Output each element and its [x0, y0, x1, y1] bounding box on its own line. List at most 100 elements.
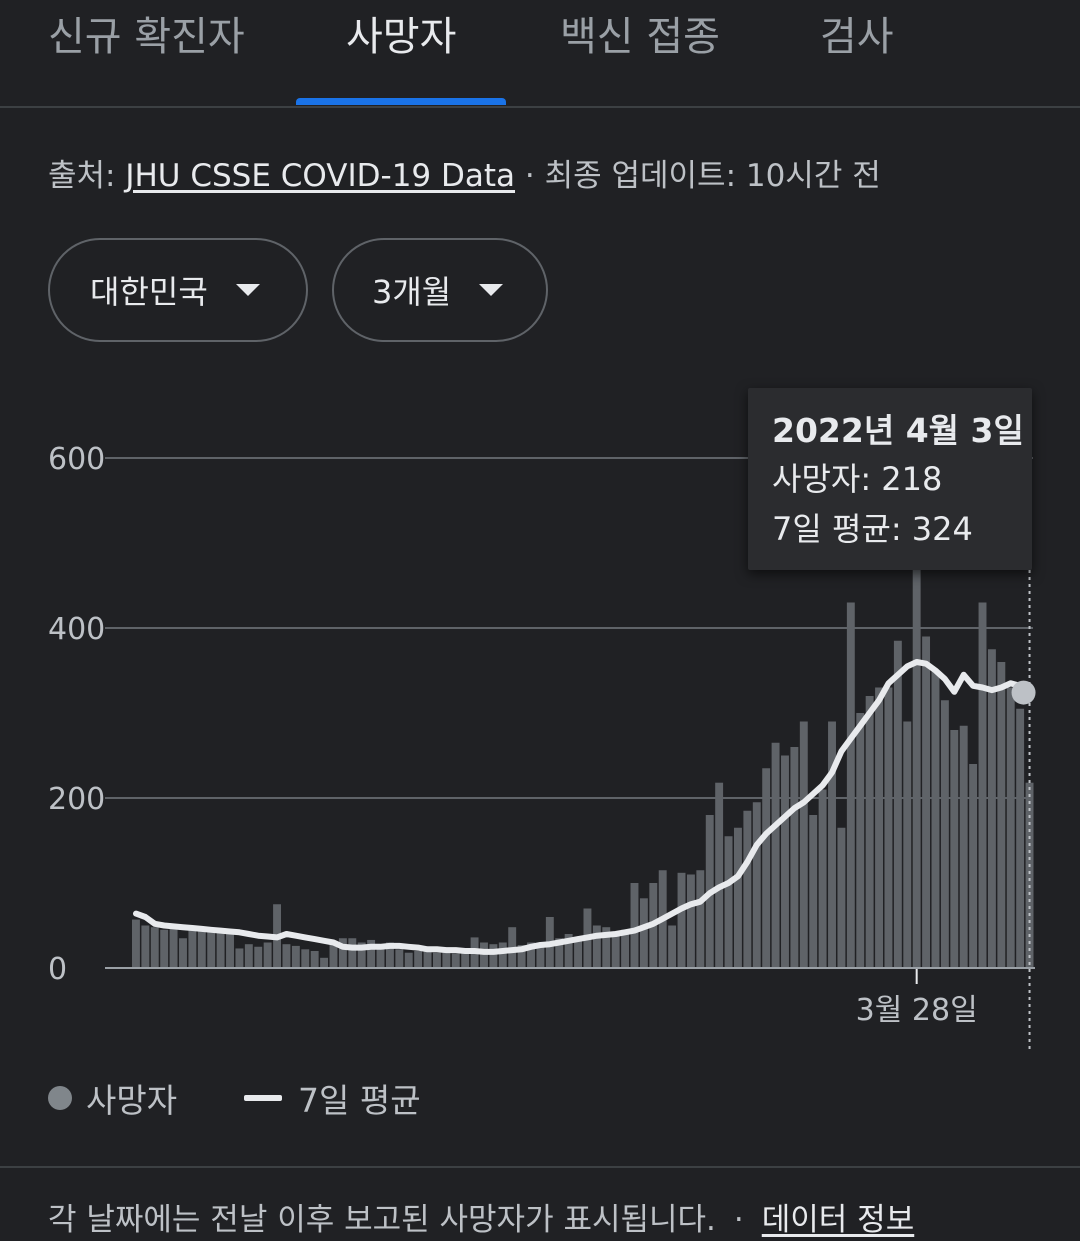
period-label: 3개월 [372, 273, 452, 311]
deaths-bar [207, 930, 216, 968]
deaths-bar [621, 929, 630, 968]
deaths-bar [950, 730, 959, 968]
deaths-bar [818, 789, 827, 968]
tooltip-date: 2022년 4월 3일 [772, 411, 1024, 450]
deaths-bar [254, 946, 263, 968]
tab-deaths[interactable]: 사망자 [346, 14, 457, 60]
deaths-bar [169, 928, 178, 968]
deaths-bar [602, 927, 611, 968]
deaths-bar [480, 942, 488, 968]
deaths-bar [310, 951, 319, 968]
deaths-bar [244, 944, 253, 968]
deaths-bar [451, 953, 460, 968]
deaths-bar [376, 944, 385, 968]
period-dropdown[interactable]: 3개월 [332, 238, 548, 342]
deaths-bar [696, 870, 705, 968]
deaths-chart[interactable]: 0 200 400 600 3월 28일 [0, 380, 1080, 1060]
deaths-bar [226, 934, 234, 968]
deaths-bar [188, 928, 197, 968]
legend-average-swatch [244, 1095, 282, 1101]
deaths-bar [715, 782, 724, 968]
deaths-bar [677, 872, 686, 968]
deaths-bar [291, 945, 300, 968]
average-line [133, 659, 1033, 955]
chart-tooltip: 2022년 4월 3일 사망자: 218 7일 평균: 324 [748, 388, 1032, 570]
deaths-bar [846, 602, 855, 968]
deaths-bar [527, 942, 535, 968]
deaths-bar [433, 952, 441, 968]
footer-note: 각 날짜에는 전날 이후 보고된 사망자가 표시됩니다. · 데이터 정보 [48, 1194, 914, 1239]
legend-deaths-label: 사망자 [86, 1081, 178, 1120]
deaths-bar [799, 721, 808, 968]
y-tick-label: 400 [48, 612, 105, 647]
deaths-bar [160, 929, 169, 968]
source-prefix: 출처: [48, 158, 116, 194]
x-tick-label: 3월 28일 [856, 993, 978, 1028]
legend-deaths-swatch [48, 1086, 72, 1110]
deaths-bar [809, 815, 818, 968]
deaths-bar [912, 568, 921, 968]
deaths-bar [856, 713, 865, 968]
deaths-bar [724, 836, 733, 968]
deaths-bar [734, 827, 742, 968]
deaths-bar [320, 957, 329, 968]
deaths-bar [611, 934, 620, 968]
deaths-bar [395, 949, 404, 968]
deaths-bar [884, 687, 893, 968]
y-tick-label: 200 [48, 782, 105, 817]
deaths-bar [668, 925, 677, 968]
deaths-bar [367, 939, 376, 968]
deaths-bar [865, 696, 874, 968]
deaths-bar [903, 721, 912, 968]
highlight-point [1011, 680, 1036, 705]
source-separator: · [524, 158, 535, 194]
deaths-bar [987, 649, 996, 968]
footer-separator: · [733, 1202, 744, 1238]
deaths-bar [828, 721, 836, 968]
deaths-bar [969, 764, 978, 968]
deaths-bar [743, 810, 752, 968]
deaths-bar [592, 925, 601, 968]
deaths-bar [875, 687, 883, 968]
deaths-bar [301, 949, 310, 968]
deaths-bar [922, 636, 931, 968]
footer-text: 각 날짜에는 전날 이후 보고된 사망자가 표시됩니다. [48, 1202, 716, 1238]
divider [0, 1166, 1080, 1168]
deaths-bar [461, 949, 470, 968]
deaths-bar [781, 755, 789, 968]
deaths-bar [893, 640, 902, 968]
deaths-bar [385, 942, 394, 968]
data-info-link[interactable]: 데이터 정보 [761, 1202, 915, 1238]
deaths-bar [498, 942, 507, 968]
deaths-bar [263, 942, 272, 968]
source-line: 출처: JHU CSSE COVID-19 Data · 최종 업데이트: 10… [48, 150, 881, 195]
deaths-bar [235, 948, 244, 968]
deaths-bar [179, 938, 187, 968]
deaths-bar [574, 937, 582, 968]
deaths-bar [216, 931, 225, 968]
last-updated: 최종 업데이트: 10시간 전 [544, 158, 881, 194]
tab-vaccinations[interactable]: 백신 접종 [560, 14, 720, 60]
tab-new-cases[interactable]: 신규 확진자 [48, 14, 245, 60]
deaths-bar [517, 945, 526, 968]
legend-average-label: 7일 평균 [298, 1081, 421, 1120]
y-tick-label: 600 [48, 442, 105, 477]
deaths-bar [940, 700, 949, 968]
tooltip-deaths: 사망자: 218 [772, 460, 943, 498]
deaths-bar [771, 742, 780, 968]
deaths-bar [338, 938, 347, 968]
tab-tests[interactable]: 검사 [820, 14, 894, 60]
source-link[interactable]: JHU CSSE COVID-19 Data [125, 158, 516, 194]
deaths-bar [423, 951, 432, 968]
deaths-bar [564, 934, 573, 968]
deaths-bar [329, 944, 338, 968]
deaths-bar [150, 927, 159, 968]
deaths-bar [1006, 687, 1015, 968]
region-dropdown[interactable]: 대한민국 [48, 238, 308, 342]
deaths-bar [837, 827, 846, 968]
chevron-down-icon [479, 284, 504, 296]
deaths-bar [686, 874, 695, 968]
deaths-bar [489, 944, 498, 968]
chevron-down-icon [235, 284, 260, 296]
deaths-bar [536, 946, 545, 968]
